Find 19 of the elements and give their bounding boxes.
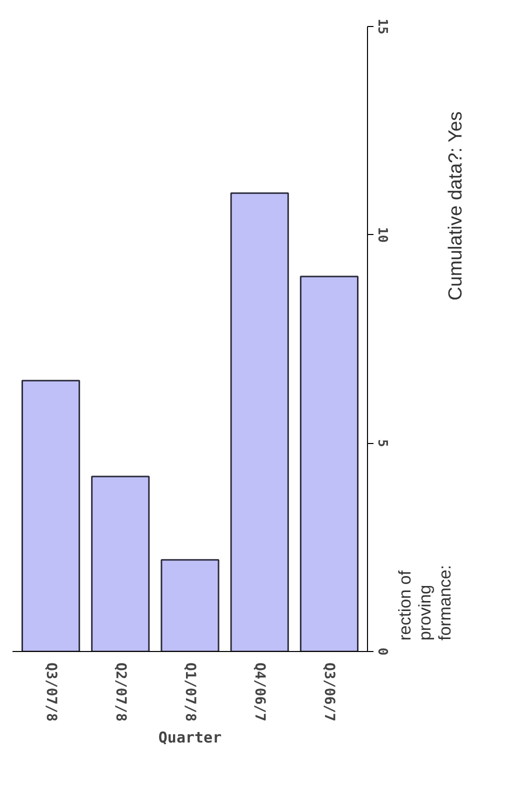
text: rection of <box>396 570 414 640</box>
x-axis-title: Quarter <box>158 728 222 746</box>
x-tick-label: Q4/06/7 <box>252 662 268 722</box>
y-tick-label: 15 <box>374 18 390 34</box>
bar <box>91 476 150 652</box>
bar <box>300 276 359 652</box>
x-tick-label: Q2/07/8 <box>112 662 128 722</box>
text: proving <box>416 584 434 640</box>
text: formance: <box>436 564 454 640</box>
y-tick-label: 5 <box>374 439 390 448</box>
x-tick-label: Q3/06/7 <box>321 662 338 722</box>
bar <box>160 559 220 652</box>
text: Cumulative data?: Yes <box>446 111 466 300</box>
y-tick-label: 10 <box>374 227 390 243</box>
bar <box>21 380 80 652</box>
x-tick-label: Q3/07/8 <box>42 662 59 722</box>
y-tick-label: 0 <box>374 648 390 656</box>
x-tick-label: Q1/07/8 <box>182 662 198 722</box>
bar <box>230 192 289 652</box>
